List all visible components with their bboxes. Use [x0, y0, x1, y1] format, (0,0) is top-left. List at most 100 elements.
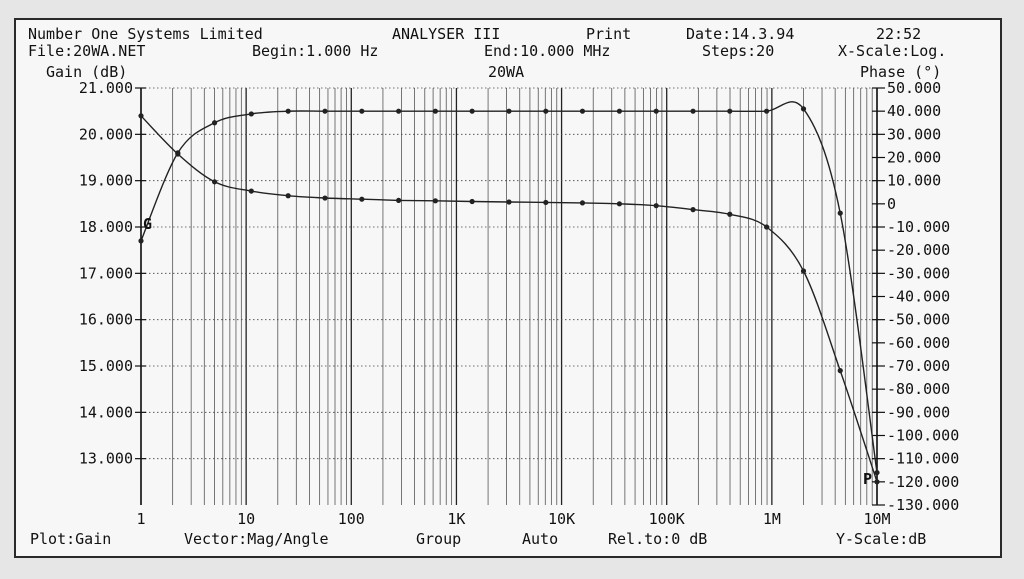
phase-point — [579, 200, 586, 206]
phase-point — [469, 198, 475, 205]
x-tick-label: 10 — [237, 510, 255, 528]
left-tick-label: 18.000 — [79, 218, 133, 236]
time-label: 22:52 — [876, 25, 922, 43]
phase-point — [211, 179, 218, 185]
phase-point — [800, 268, 807, 274]
right-tick-label: 30.000 — [887, 125, 941, 143]
rel-label: Rel.to:0 dB — [608, 530, 708, 548]
left-tick-label: 19.000 — [79, 172, 133, 190]
phase-point — [396, 197, 402, 203]
analyser-frame — [14, 18, 1002, 558]
right-tick-label: -60.000 — [887, 334, 950, 352]
right-tick-label: -70.000 — [887, 357, 950, 375]
left-tick-label: 15.000 — [79, 357, 133, 375]
phase-point — [727, 211, 733, 217]
gain-point — [138, 238, 144, 244]
phase-point — [359, 196, 365, 202]
xscale-label: X-Scale:Log. — [838, 42, 947, 60]
gain-point — [579, 108, 586, 114]
phase-point — [653, 203, 659, 209]
right-tick-label: -10.000 — [887, 218, 950, 236]
gain-point — [616, 108, 623, 114]
x-tick-label: 1 — [136, 510, 145, 528]
x-tick-label: 1K — [447, 510, 465, 528]
phase-point — [690, 207, 696, 213]
gain-point — [874, 469, 880, 476]
gain-point — [763, 108, 770, 114]
date-label: Date:14.3.94 — [686, 25, 795, 43]
phase-point — [543, 199, 549, 206]
left-tick-label: 13.000 — [79, 450, 133, 468]
x-tick-label: 100K — [649, 510, 685, 528]
gain-point — [285, 108, 291, 114]
right-tick-label: 0 — [887, 195, 896, 213]
gain-point — [653, 108, 659, 114]
print-mode: Print — [586, 25, 632, 43]
gain-point — [322, 108, 328, 114]
file-label: File:20WA.NET — [28, 42, 146, 60]
gain-point — [359, 108, 365, 114]
gain-point — [800, 106, 807, 112]
left-tick-label: 17.000 — [79, 264, 133, 282]
left-tick-label: 14.000 — [79, 403, 133, 421]
begin-freq: Begin:1.000 Hz — [252, 42, 379, 60]
phase-point — [763, 224, 770, 230]
gain-point — [506, 108, 512, 114]
phase-point — [874, 479, 880, 485]
right-tick-label: -80.000 — [887, 380, 950, 398]
plot-label: Plot:Gain — [30, 530, 112, 548]
right-tick-label: 10.000 — [887, 172, 941, 190]
gain-point — [248, 111, 254, 117]
right-tick-label: -100.000 — [887, 427, 959, 445]
gain-curve — [140, 101, 878, 473]
right-tick-label: -120.000 — [887, 473, 959, 491]
right-axis-title: Phase (°) — [860, 63, 942, 81]
phase-point — [322, 195, 328, 201]
right-tick-label: 20.000 — [887, 149, 941, 167]
x-tick-label: 10M — [863, 510, 890, 528]
chart-title: 20WA — [488, 63, 525, 81]
gain-point — [543, 108, 549, 114]
product-name: ANALYSER III — [392, 25, 501, 43]
steps-label: Steps:20 — [702, 42, 775, 60]
gain-marker: G — [143, 215, 152, 233]
gain-point — [690, 108, 696, 114]
end-freq: End:10.000 MHz — [484, 42, 611, 60]
left-tick-label: 20.000 — [79, 125, 133, 143]
gain-point — [396, 108, 402, 114]
left-tick-label: 21.000 — [79, 79, 133, 97]
group-label: Group — [416, 530, 462, 548]
x-tick-label: 100 — [338, 510, 365, 528]
vector-label: Vector:Mag/Angle — [184, 530, 329, 548]
auto-label: Auto — [522, 530, 559, 548]
right-tick-label: 50.000 — [887, 79, 941, 97]
phase-curve — [140, 115, 878, 483]
phase-point — [175, 151, 181, 157]
phase-point — [837, 368, 843, 374]
right-tick-label: -90.000 — [887, 403, 950, 421]
left-tick-label: 16.000 — [79, 311, 133, 329]
phase-point — [138, 113, 144, 119]
phase-point — [248, 188, 254, 194]
phase-point — [285, 193, 291, 199]
right-tick-label: -50.000 — [887, 311, 950, 329]
gain-point — [469, 108, 475, 114]
x-tick-label: 10K — [548, 510, 575, 528]
right-tick-label: -110.000 — [887, 450, 959, 468]
gain-point — [837, 210, 843, 216]
right-tick-label: -30.000 — [887, 264, 950, 282]
right-tick-label: 40.000 — [887, 102, 941, 120]
right-tick-label: -40.000 — [887, 288, 950, 306]
yscale-label: Y-Scale:dB — [836, 530, 927, 548]
gain-point — [727, 108, 733, 114]
x-tick-label: 1M — [763, 510, 781, 528]
right-tick-label: -130.000 — [887, 496, 959, 514]
phase-marker: P — [863, 470, 872, 488]
gain-point — [432, 108, 439, 114]
phase-point — [432, 198, 439, 204]
company-name: Number One Systems Limited — [28, 25, 263, 43]
gain-point — [211, 120, 218, 126]
phase-point — [616, 201, 623, 207]
left-axis-title: Gain (dB) — [46, 63, 128, 81]
